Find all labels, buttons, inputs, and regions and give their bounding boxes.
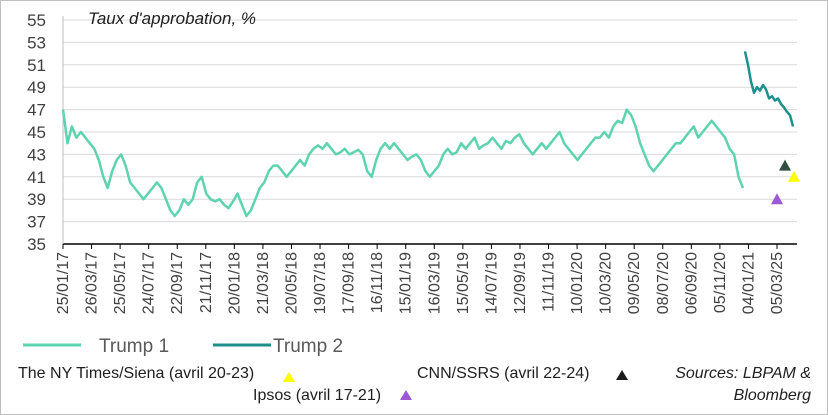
y-tick-label: 41: [27, 168, 46, 187]
x-tick-label: 26/03/17: [84, 252, 101, 314]
poll-marker: [779, 159, 791, 171]
y-tick-label: 53: [27, 33, 46, 52]
series-lines: [61, 51, 795, 218]
x-tick-label: 17/09/18: [341, 252, 358, 314]
x-tick-label: 11/11/19: [541, 252, 558, 312]
x-tick-label: 24/07/17: [141, 252, 158, 314]
x-tick-label: 21/11/17: [198, 252, 215, 313]
poll-markers: [771, 159, 800, 205]
x-tick-label: 22/09/17: [169, 252, 186, 314]
x-tick-label: 05/11/20: [712, 252, 729, 313]
source-line-1: Sources: LBPAM &: [675, 365, 811, 382]
note-triangle-cnn-icon: [616, 370, 628, 380]
y-tick-label: 37: [27, 213, 46, 232]
gridlines: [63, 19, 797, 223]
x-tick-label: 12/09/19: [512, 252, 529, 314]
y-tick-label: 49: [27, 78, 46, 97]
y-tick-label: 51: [27, 56, 46, 75]
x-tick-label: 16/03/19: [426, 252, 443, 314]
x-tick-label: 15/01/19: [398, 252, 415, 314]
chart-title: Taux d'approbation, %: [88, 9, 256, 28]
x-tick-label: 25/05/17: [112, 252, 129, 314]
source-line-2: Bloomberg: [734, 387, 811, 404]
series-line-trump1: [61, 108, 745, 218]
note-nyt-siena: The NY Times/Siena (avril 20-23): [18, 365, 254, 382]
y-tick-label: 43: [27, 145, 46, 164]
x-tick-label: 04/01/21: [740, 252, 757, 314]
y-tick-label: 47: [27, 101, 46, 120]
x-tick-label: 20/01/18: [226, 252, 243, 314]
x-tick-label: 21/03/18: [255, 252, 272, 314]
x-tick-label: 20/05/18: [283, 252, 300, 314]
x-tick-label: 15/05/19: [455, 252, 472, 314]
note-cnn-ssrs: CNN/SSRS (avril 22-24): [417, 365, 589, 382]
x-tick-label: 19/07/18: [312, 252, 329, 314]
x-tick-label: 05/03/25: [769, 252, 786, 314]
poll-marker: [771, 193, 783, 205]
axes: 35 37 39 41 43 45 47 49 51 53 55 25/01/17 26/03/17 25…: [27, 11, 797, 314]
note-triangle-ipsos-icon: [400, 390, 412, 400]
legend-label-trump2: Trump 2: [273, 336, 343, 357]
x-tick-label: 10/01/20: [569, 252, 586, 314]
series-line-trump2: [743, 51, 795, 127]
legend-label-trump1: Trump 1: [99, 336, 169, 357]
x-tick-label: 16/11/18: [369, 252, 386, 313]
poll-marker: [788, 170, 800, 182]
x-tick-label: 10/03/20: [598, 252, 615, 314]
x-tick-label: 25/01/17: [55, 252, 72, 314]
y-tick-label: 39: [27, 190, 46, 209]
x-tick-label: 09/05/20: [626, 252, 643, 314]
y-tick-label: 45: [27, 123, 46, 142]
x-tick-label: 08/07/20: [655, 252, 672, 314]
y-tick-label: 35: [27, 235, 46, 254]
x-tick-label: 14/07/19: [483, 252, 500, 314]
x-tick-label: 06/09/20: [683, 252, 700, 314]
y-tick-label: 55: [27, 11, 46, 30]
note-ipsos: Ipsos (avril 17-21): [253, 387, 381, 404]
note-triangle-nyt-icon: [283, 372, 295, 382]
